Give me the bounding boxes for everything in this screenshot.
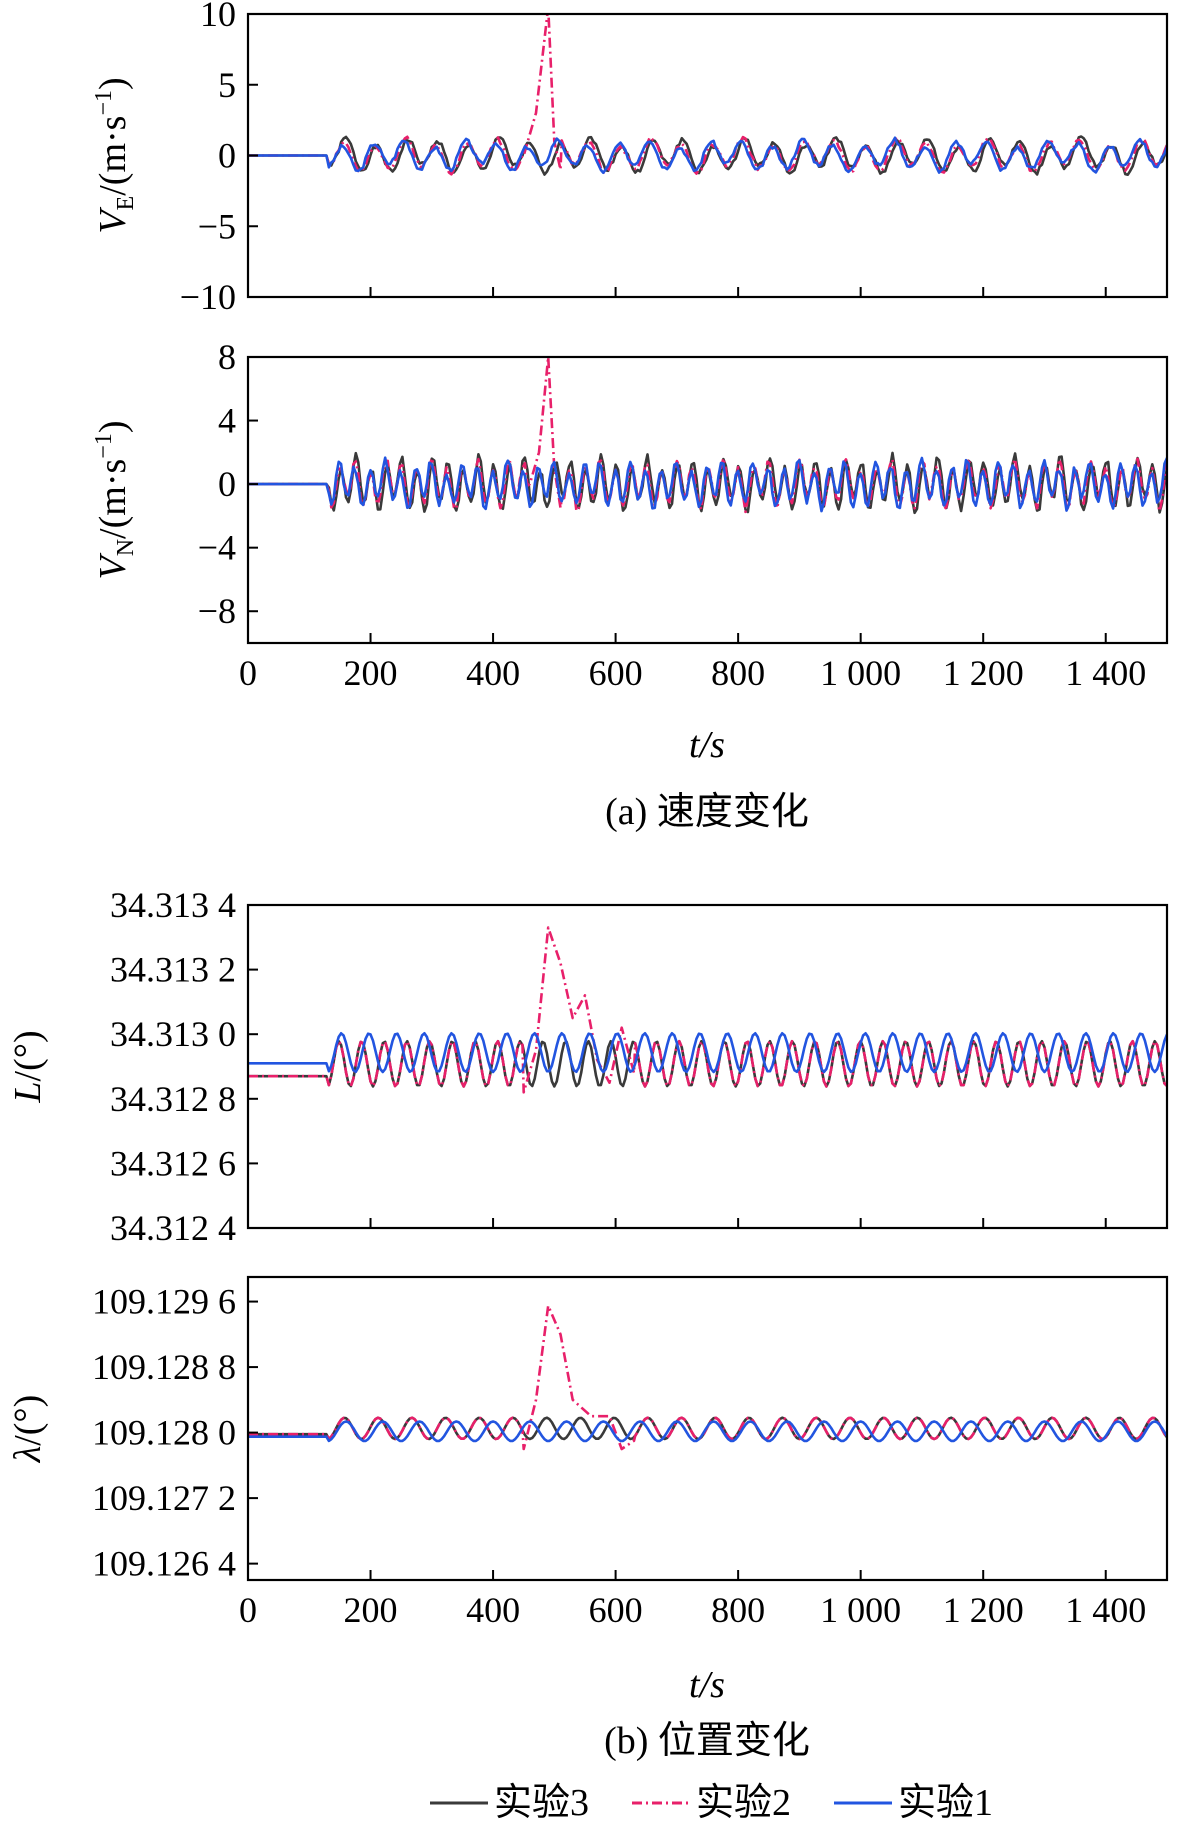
y-axis-label-lon: λ/(°)	[7, 1395, 49, 1464]
y-tick-label-vn: 0	[218, 464, 236, 504]
x-tick-label-lon: 1 400	[1065, 1590, 1146, 1630]
y-tick-label-lat: 34.312 8	[110, 1079, 236, 1119]
y-tick-label-lon: 109.128 0	[92, 1413, 236, 1453]
x-tick-label-lon: 600	[589, 1590, 643, 1630]
y-tick-label-lon: 109.126 4	[92, 1544, 236, 1584]
y-tick-label-vn: 8	[218, 337, 236, 377]
x-tick-label-lon: 1 200	[943, 1590, 1024, 1630]
x-tick-label-vn: 800	[711, 653, 765, 693]
y-tick-label-lon: 109.129 6	[92, 1282, 236, 1322]
x-tick-label-lon: 200	[344, 1590, 398, 1630]
y-tick-label-ve: −5	[198, 206, 236, 246]
y-tick-label-lon: 109.128 8	[92, 1347, 236, 1387]
x-tick-label-lon: 1 000	[820, 1590, 901, 1630]
series-line-ve-3	[248, 136, 1167, 175]
plot-frame-vn	[246, 355, 1169, 645]
y-tick-label-lat: 34.312 4	[110, 1208, 236, 1248]
x-tick-label-lon: 800	[711, 1590, 765, 1630]
panel-latitude: 34.313 4 34.313 2 34.313 0 34.312 8 34.312 6…	[7, 885, 1169, 1248]
plot-frame-lon	[246, 1275, 1169, 1582]
caption-a: (a) 速度变化	[605, 791, 809, 833]
x-tick-label-lon: 400	[466, 1590, 520, 1630]
series-line-lon-3	[248, 1420, 1167, 1443]
y-tick-label-lat: 34.312 6	[110, 1143, 236, 1183]
legend-label-1: 实验3	[494, 1782, 589, 1824]
x-tick-label-vn: 1 000	[820, 653, 901, 693]
x-tick-label-vn: 400	[466, 653, 520, 693]
y-tick-label-vn: −4	[198, 528, 236, 568]
x-tick-label-lon: 0	[239, 1590, 257, 1630]
series-line-vn-1	[248, 451, 1167, 515]
y-tick-label-lat: 34.313 0	[110, 1014, 236, 1054]
panel-east-velocity: 10 5 0 −5 −10 VE/(m·s−1)	[91, 0, 1169, 317]
series-line-lat-2	[248, 926, 1167, 1094]
y-tick-label-lat: 34.313 4	[110, 885, 236, 925]
series-line-vn-2	[248, 357, 1167, 514]
x-tick-label-vn: 0	[239, 653, 257, 693]
series-line-ve-2	[248, 14, 1167, 176]
y-tick-label-ve: 5	[218, 65, 236, 105]
caption-b: (b) 位置变化	[604, 1720, 810, 1762]
legend-label-2: 实验2	[696, 1782, 791, 1824]
x-tick-label-vn: 1 400	[1065, 653, 1146, 693]
y-axis-label-ve: VE/(m·s−1)	[91, 77, 139, 233]
x-tick-label-vn: 1 200	[943, 653, 1024, 693]
series-line-ve-1	[248, 135, 1167, 176]
y-tick-label-vn: 4	[218, 401, 236, 441]
x-tick-label-vn: 600	[589, 653, 643, 693]
x-axis-label-b: t/s	[689, 1664, 725, 1706]
y-axis-label-vn: VN/(m·s−1)	[91, 421, 139, 580]
series-line-vn-3	[248, 456, 1167, 513]
x-axis-label-a: t/s	[689, 724, 725, 766]
legend-label-3: 实验1	[898, 1782, 993, 1824]
panel-north-velocity: 840−4−80 200 400 600 800 1 000 1 200 1 400VN/(m…	[91, 337, 1169, 693]
y-axis-label-lat: L/(°)	[7, 1030, 49, 1103]
series-line-lat-3	[248, 1032, 1167, 1074]
x-tick-label-vn: 200	[344, 653, 398, 693]
y-tick-label-lon: 109.127 2	[92, 1478, 236, 1518]
legend: 实验3 实验2 实验1	[430, 1782, 993, 1824]
y-tick-label-ve: 10	[200, 0, 236, 34]
y-tick-label-ve: −10	[180, 277, 236, 317]
panel-longitude: 109.129 6 109.128 8 109.128 0 109.127 2 109.…	[7, 1275, 1169, 1630]
y-tick-label-ve: 0	[218, 136, 236, 176]
series-line-lon-2	[248, 1304, 1167, 1451]
y-tick-label-lat: 34.313 2	[110, 950, 236, 990]
y-tick-label-vn: −8	[198, 591, 236, 631]
plot-frame-lat	[246, 903, 1169, 1230]
